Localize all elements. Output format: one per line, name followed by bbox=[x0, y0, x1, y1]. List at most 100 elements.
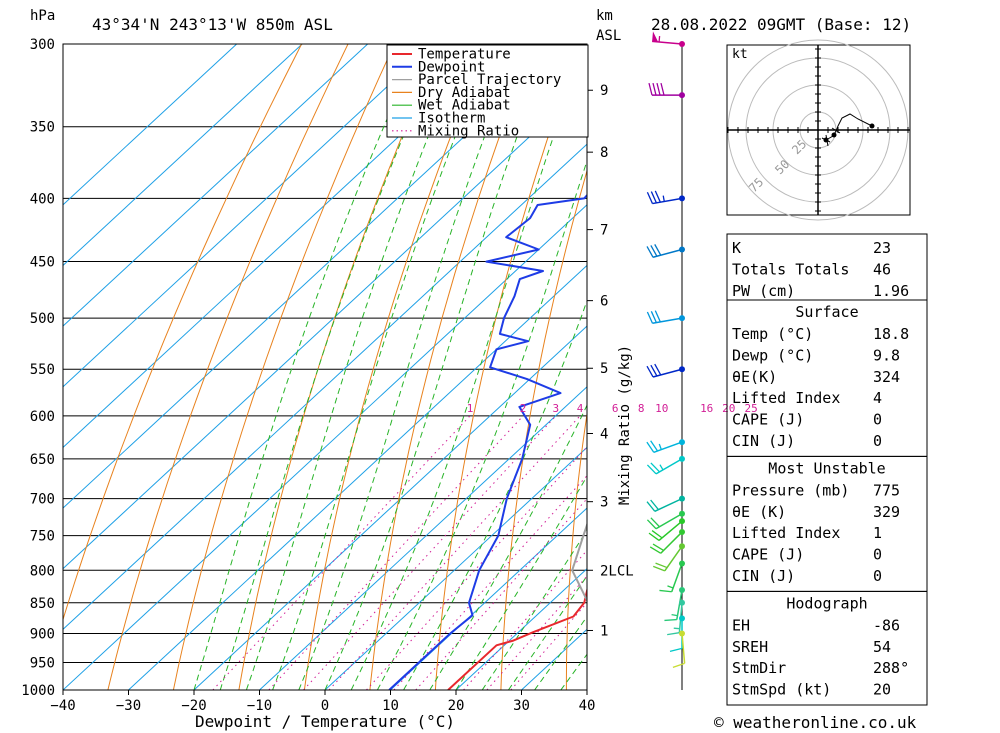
pressure-tick-label: 650 bbox=[30, 452, 55, 468]
pressure-tick-label: 850 bbox=[30, 596, 55, 612]
surface-value: 0 bbox=[873, 432, 882, 450]
wind-barb bbox=[646, 455, 685, 475]
mixing-ratio-line bbox=[393, 474, 587, 690]
isobar-lines bbox=[63, 44, 587, 690]
most-unstable-value: 1 bbox=[873, 524, 882, 542]
wind-barb bbox=[646, 310, 685, 325]
x-tick-label: 30 bbox=[513, 698, 530, 714]
km-tick-label: 9 bbox=[600, 83, 608, 99]
pressure-tick-label: 900 bbox=[30, 626, 55, 642]
surface-value: 9.8 bbox=[873, 346, 900, 364]
mixing-ratio-lines bbox=[212, 415, 587, 690]
hodograph-point bbox=[831, 132, 837, 138]
most-unstable-label: Pressure (mb) bbox=[732, 481, 849, 499]
wet-adiabat-line bbox=[429, 404, 587, 690]
mixing-ratio-label: 25 bbox=[745, 402, 758, 415]
mixing-ratio-label: 16 bbox=[700, 402, 713, 415]
mixing-ratio-labels: 1 2 3 4 6 8 10 16 20 25 bbox=[467, 402, 758, 415]
surface-value: 324 bbox=[873, 368, 900, 386]
location-title: 43°34'N 243°13'W 850m ASL bbox=[92, 15, 333, 34]
km-tick-label: 3 bbox=[600, 495, 608, 511]
mixing-ratio-axis-label: Mixing Ratio (g/kg) bbox=[617, 345, 633, 505]
surface-label: Lifted Index bbox=[732, 389, 840, 407]
hodograph-table-value: 288° bbox=[873, 659, 909, 677]
profile-lines bbox=[388, 193, 587, 690]
wet-adiabat-line bbox=[219, 44, 443, 690]
mixing-ratio-label: 8 bbox=[638, 402, 645, 415]
wet-adiabat-line bbox=[534, 615, 587, 690]
x-tick-label: −40 bbox=[50, 698, 75, 714]
x-tick-label: −30 bbox=[116, 698, 141, 714]
temperature-line bbox=[447, 586, 587, 690]
isotherm-line bbox=[390, 507, 587, 690]
wind-barb bbox=[646, 439, 685, 454]
hodograph-table-value: 20 bbox=[873, 681, 891, 699]
isotherm-line bbox=[63, 82, 587, 570]
surface-label: CAPE (J) bbox=[732, 411, 804, 429]
km-tick-label: 2LCL bbox=[600, 563, 634, 579]
wind-barb bbox=[648, 82, 685, 99]
mixing-ratio-line bbox=[268, 415, 524, 690]
x-axis-label: Dewpoint / Temperature (°C) bbox=[195, 712, 455, 731]
wind-barb bbox=[653, 543, 685, 572]
km-tick-label: 4 bbox=[600, 427, 608, 443]
km-label: km bbox=[596, 8, 613, 24]
dry-adiabat-line bbox=[303, 44, 488, 690]
stability-tables: K 23 Totals Totals 46 PW (cm) 1.96 Surface Temp… bbox=[726, 233, 928, 706]
mixing-ratio-label: 4 bbox=[577, 402, 584, 415]
dry-adiabat-line bbox=[238, 44, 442, 690]
isotherm-line bbox=[63, 44, 500, 449]
isotherm-line bbox=[259, 386, 587, 690]
hodograph-unit-label: kt bbox=[732, 47, 748, 62]
hodograph-table-title: Hodograph bbox=[786, 594, 867, 612]
pressure-tick-label: 1000 bbox=[21, 683, 55, 699]
km-tick-label: 5 bbox=[600, 361, 608, 377]
dry-adiabat-line bbox=[63, 44, 303, 622]
surface-value: 18.8 bbox=[873, 325, 909, 343]
hodograph-table-label: SREH bbox=[732, 638, 768, 656]
x-tick-label: 10 bbox=[382, 698, 399, 714]
isotherm-line bbox=[63, 44, 369, 327]
dry-adiabat-line bbox=[925, 44, 959, 690]
surface-label: θE(K) bbox=[732, 368, 777, 386]
hpa-label: hPa bbox=[30, 8, 55, 24]
index-value: 1.96 bbox=[873, 282, 909, 300]
surface-label: Temp (°C) bbox=[732, 325, 813, 343]
dry-adiabat-line bbox=[172, 44, 395, 690]
dry-adiabat-lines bbox=[63, 44, 1000, 690]
isotherm-line bbox=[63, 44, 303, 267]
x-tick-label: 40 bbox=[579, 698, 596, 714]
mixing-ratio-label: 2 bbox=[520, 402, 527, 415]
wet-adiabat-line bbox=[376, 159, 587, 690]
most-unstable-label: θE (K) bbox=[732, 503, 786, 521]
mixing-ratio-label: 20 bbox=[722, 402, 735, 415]
legend-entry: Parcel Trajectory bbox=[418, 72, 561, 88]
datetime-title: 28.08.2022 09GMT (Base: 12) bbox=[651, 15, 911, 34]
dry-adiabat-line bbox=[979, 44, 1000, 690]
isotherm-line bbox=[63, 44, 238, 206]
pressure-tick-label: 500 bbox=[30, 311, 55, 327]
wind-barb bbox=[646, 495, 685, 512]
pressure-tick-label: 600 bbox=[30, 409, 55, 425]
most-unstable-label: CIN (J) bbox=[732, 567, 795, 585]
mixing-ratio-label: 10 bbox=[655, 402, 668, 415]
index-label: PW (cm) bbox=[732, 282, 795, 300]
wind-barb bbox=[646, 510, 685, 530]
surface-value: 4 bbox=[873, 389, 882, 407]
most-unstable-title: Most Unstable bbox=[768, 459, 885, 477]
mixing-ratio-label: 6 bbox=[612, 402, 619, 415]
hodograph-table-label: StmDir bbox=[732, 659, 786, 677]
index-value: 46 bbox=[873, 260, 891, 278]
mixing-ratio-line bbox=[415, 498, 587, 690]
wet-adiabat-line bbox=[298, 44, 521, 690]
wind-barb bbox=[648, 518, 685, 541]
pressure-tick-label: 950 bbox=[30, 655, 55, 671]
index-value: 23 bbox=[873, 239, 891, 257]
axes: 3003504004505005506006507007508008509009… bbox=[21, 37, 633, 714]
km-tick-label: 8 bbox=[600, 145, 608, 161]
wind-barb bbox=[659, 560, 685, 593]
mixing-ratio-line bbox=[366, 446, 587, 690]
isotherm-line bbox=[128, 264, 587, 690]
